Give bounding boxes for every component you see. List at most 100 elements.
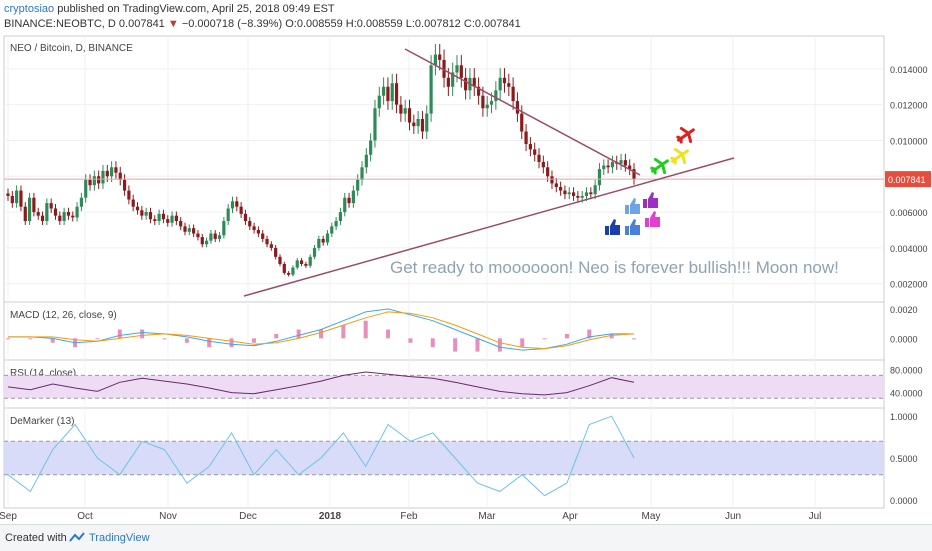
candle-body	[528, 144, 532, 150]
candle-body	[36, 212, 40, 216]
macd-histogram-bar	[497, 338, 502, 352]
macd-histogram-bar	[609, 333, 614, 339]
candle-body	[40, 215, 45, 222]
tradingview-cloud-icon[interactable]	[68, 531, 86, 546]
candle-body	[295, 260, 299, 268]
y-tick-label: 0.0000	[890, 496, 918, 506]
indicator-band	[4, 375, 884, 399]
airplane-shape	[676, 126, 695, 144]
candle-body	[10, 195, 14, 204]
macd-histogram-bar	[520, 338, 525, 348]
indicator-title: MACD (12, 26, close, 9)	[10, 310, 117, 321]
candle-body	[291, 267, 295, 275]
candle-body	[321, 238, 325, 243]
candle-body	[442, 59, 446, 78]
candle-body	[248, 221, 252, 227]
publisher-line: cryptosiao published on TradingView.com,…	[4, 3, 335, 15]
candle-body	[235, 201, 239, 207]
y-tick-label: 0.0020	[890, 305, 918, 315]
candle-body	[71, 215, 75, 218]
candle-body	[114, 167, 118, 173]
macd-histogram-bar	[319, 329, 323, 339]
candle-body	[356, 179, 360, 191]
candle-body	[394, 83, 399, 105]
candle-body	[97, 176, 101, 184]
macd-histogram-bar	[6, 338, 10, 340]
candle-body	[200, 237, 204, 245]
candle-body	[153, 219, 157, 222]
chart-svg[interactable]: 0.0140000.0120000.0100000.0080000.006000…	[0, 0, 932, 524]
down-arrow-icon: ▼	[167, 18, 179, 30]
candle-body	[416, 118, 420, 127]
author-link[interactable]: cryptosiao	[4, 3, 55, 15]
candle-body	[623, 160, 627, 166]
candle-body	[343, 197, 347, 213]
macd-histogram-bar	[95, 338, 100, 340]
x-tick-label: Jun	[725, 511, 741, 522]
candle-body	[403, 108, 407, 114]
y-tick-label: 80.0000	[890, 366, 923, 376]
x-tick-label: Dec	[239, 511, 257, 522]
candle-body	[127, 190, 131, 200]
macd-histogram-bar	[296, 329, 301, 339]
candle-body	[567, 192, 571, 195]
published-text: published on TradingView.com, April 25, …	[57, 3, 335, 15]
last-price: 0.007841	[118, 18, 165, 30]
candle-body	[351, 190, 355, 204]
current-price-badge	[885, 171, 931, 188]
macd-histogram-bar	[207, 338, 212, 348]
candle-body	[425, 113, 429, 132]
candle-body	[179, 221, 183, 227]
candle-body	[485, 104, 489, 109]
thumb-hand	[648, 192, 658, 208]
candle-body	[166, 219, 170, 223]
candle-body	[274, 247, 278, 257]
thumb-cuff	[645, 218, 649, 227]
candle-body	[606, 165, 610, 168]
candle-body	[226, 208, 230, 222]
candle-body	[386, 86, 390, 102]
candle-body	[58, 215, 62, 222]
candle-body	[330, 226, 334, 234]
tradingview-link[interactable]: TradingView	[89, 532, 150, 544]
candle-body	[563, 190, 567, 195]
open-value: 0.008559	[296, 18, 343, 30]
candle-body	[494, 90, 498, 102]
y-tick-label: 0.002000	[890, 280, 928, 290]
candle-body	[287, 272, 291, 275]
candle-body	[511, 86, 515, 102]
candle-body	[412, 122, 416, 127]
macd-histogram-bar	[117, 329, 122, 339]
y-tick-label: 0.006000	[890, 208, 928, 218]
thumb-cuff	[605, 226, 609, 235]
candle-body	[537, 154, 541, 162]
candle-body	[455, 65, 459, 73]
macd-histogram-bar	[564, 333, 569, 339]
candle-body	[476, 86, 481, 96]
candle-body	[438, 54, 442, 60]
candle-body	[464, 77, 468, 91]
candle-body	[399, 104, 403, 114]
candle-body	[53, 208, 58, 216]
current-price-label: 0.007841	[888, 175, 926, 185]
candle-body	[161, 213, 166, 220]
macd-histogram-bar	[229, 338, 234, 348]
candle-body	[15, 190, 19, 204]
candle-body	[49, 203, 53, 209]
y-tick-label: 0.012000	[890, 101, 928, 111]
candle-body	[217, 235, 222, 239]
candle-body	[148, 212, 153, 220]
candle-body	[118, 172, 122, 180]
y-tick-label: 0.010000	[890, 136, 928, 146]
candle-body	[369, 140, 373, 155]
high-value: 0.008559	[356, 18, 403, 30]
macd-histogram-bar	[363, 320, 368, 339]
candle-body	[451, 72, 455, 87]
candle-body	[213, 233, 217, 239]
macd-histogram-bar	[50, 338, 55, 343]
ascending-trendline	[243, 157, 735, 297]
candle-body	[360, 167, 364, 180]
candle-body	[515, 101, 520, 114]
candle-body	[135, 206, 140, 211]
candle-body	[122, 179, 127, 191]
